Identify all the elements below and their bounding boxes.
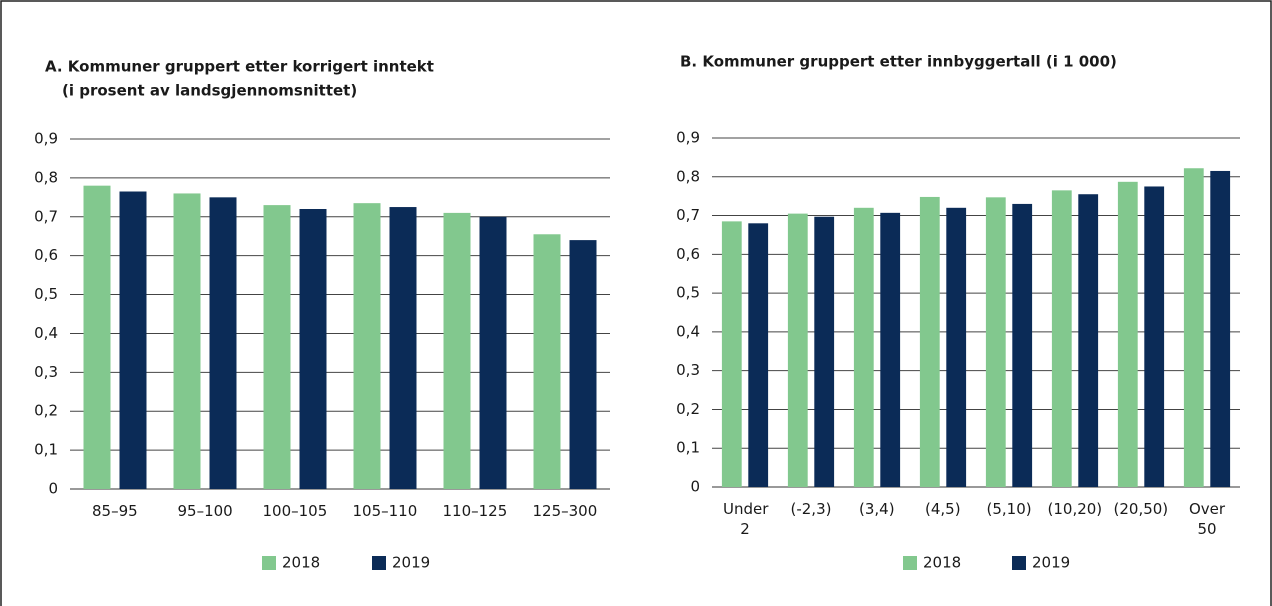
y-tick-label: 0,5 <box>676 284 700 302</box>
bar <box>1117 181 1138 487</box>
y-tick-label: 0,9 <box>676 129 700 147</box>
y-tick-label: 0,5 <box>34 285 58 303</box>
bar <box>1210 170 1231 487</box>
x-tick-label: 95–100 <box>177 502 233 520</box>
y-tick-label: 0,7 <box>676 206 700 224</box>
bar <box>569 240 597 489</box>
bar <box>919 196 940 488</box>
y-tick-label: 0,2 <box>676 400 700 418</box>
bar <box>1144 186 1165 487</box>
bar <box>389 207 417 490</box>
legend-label: 2019 <box>1032 554 1070 572</box>
bar <box>787 213 808 487</box>
bar <box>173 193 201 489</box>
x-tick-label: (-2,3) <box>790 500 832 518</box>
bar <box>1078 194 1099 487</box>
bar <box>946 207 967 488</box>
bar <box>880 212 901 487</box>
x-tick-label: (5,10) <box>986 500 1032 518</box>
bar <box>209 197 237 490</box>
y-tick-label: 0,8 <box>676 167 700 185</box>
x-tick-label: (3,4) <box>859 500 895 518</box>
bar <box>1012 203 1033 487</box>
legend-swatch <box>372 556 386 570</box>
y-tick-label: 0,1 <box>34 441 58 459</box>
bar <box>1051 190 1072 487</box>
legend-swatch <box>1012 556 1026 570</box>
legend-label: 2019 <box>392 554 430 572</box>
bar <box>479 216 507 489</box>
bar <box>533 234 561 489</box>
legend-swatch <box>262 556 276 570</box>
x-tick-label: Under 2 <box>723 500 769 538</box>
y-tick-label: 0,6 <box>676 245 700 263</box>
y-tick-label: 0,8 <box>34 168 58 186</box>
bar <box>299 209 327 489</box>
bar <box>721 221 742 487</box>
bar <box>748 223 769 488</box>
bar <box>1183 168 1204 487</box>
bar <box>83 185 111 489</box>
x-tick-label: Over 50 <box>1188 500 1226 538</box>
y-tick-label: 0,3 <box>676 361 700 379</box>
y-tick-label: 0,2 <box>34 402 58 420</box>
chart-title: B. Kommuner gruppert etter innbyggertall… <box>680 53 1117 71</box>
legend-swatch <box>903 556 917 570</box>
y-tick-label: 0,9 <box>34 130 58 148</box>
bar <box>853 207 874 488</box>
x-tick-label: 85–95 <box>92 502 138 520</box>
y-tick-label: 0 <box>48 480 58 498</box>
bar <box>985 197 1006 487</box>
y-tick-label: 0,1 <box>676 439 700 457</box>
x-tick-label: 100–105 <box>262 502 328 520</box>
x-tick-label: 125–300 <box>532 502 598 520</box>
chart-subtitle: (i prosent av landsgjennomsnittet) <box>62 82 357 100</box>
y-tick-label: 0,4 <box>34 324 58 342</box>
y-tick-label: 0,6 <box>34 246 58 264</box>
legend-label: 2018 <box>923 554 961 572</box>
bar <box>814 216 835 488</box>
bar <box>443 212 471 489</box>
y-tick-label: 0,4 <box>676 322 700 340</box>
legend-label: 2018 <box>282 554 320 572</box>
y-tick-label: 0 <box>690 478 700 496</box>
x-tick-label: 110–125 <box>442 502 508 520</box>
x-tick-label: (20,50) <box>1113 500 1169 518</box>
bar <box>353 203 381 489</box>
x-tick-label: (10,20) <box>1047 500 1103 518</box>
chart-title: A. Kommuner gruppert etter korrigert inn… <box>45 58 434 76</box>
y-tick-label: 0,3 <box>34 363 58 381</box>
y-tick-label: 0,7 <box>34 207 58 225</box>
x-tick-label: (4,5) <box>925 500 961 518</box>
bar <box>119 191 147 489</box>
bar <box>263 205 291 489</box>
x-tick-label: 105–110 <box>352 502 418 520</box>
